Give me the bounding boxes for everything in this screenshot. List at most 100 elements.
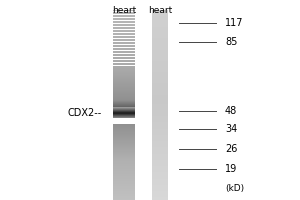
Bar	[152, 133, 168, 134]
Bar	[112, 42, 135, 43]
Bar	[152, 62, 168, 63]
Bar	[152, 135, 168, 136]
Bar	[112, 17, 135, 18]
Bar	[152, 47, 168, 48]
Bar	[152, 124, 168, 125]
Bar	[152, 142, 168, 143]
Bar	[112, 165, 135, 166]
Bar	[112, 167, 135, 168]
Bar	[152, 95, 168, 96]
Bar	[152, 186, 168, 187]
Bar	[152, 29, 168, 30]
Text: heart: heart	[112, 6, 136, 15]
Bar	[152, 148, 168, 149]
Bar	[152, 185, 168, 186]
Bar	[112, 176, 135, 177]
Bar	[152, 56, 168, 57]
Bar	[152, 48, 168, 49]
Bar	[152, 66, 168, 67]
Bar	[152, 72, 168, 73]
Bar	[152, 86, 168, 87]
Bar	[152, 10, 168, 11]
Bar	[112, 66, 135, 67]
Bar	[152, 153, 168, 154]
Bar	[112, 194, 135, 195]
Bar	[152, 123, 168, 124]
Bar	[152, 162, 168, 163]
Bar	[112, 28, 135, 29]
Bar	[112, 29, 135, 30]
Bar	[152, 182, 168, 183]
Bar	[152, 189, 168, 190]
Bar	[152, 172, 168, 173]
Bar	[152, 199, 168, 200]
Bar	[112, 23, 135, 24]
Bar	[152, 111, 168, 112]
Bar	[112, 24, 135, 25]
Bar	[152, 27, 168, 28]
Bar	[152, 16, 168, 17]
Bar	[112, 51, 135, 52]
Bar	[112, 169, 135, 170]
Bar	[152, 70, 168, 71]
Bar	[112, 10, 135, 11]
Bar	[152, 149, 168, 150]
Text: (kD): (kD)	[225, 184, 244, 194]
Bar	[112, 50, 135, 51]
Bar	[152, 102, 168, 103]
Bar	[152, 178, 168, 179]
Bar	[112, 30, 135, 31]
Bar	[112, 39, 135, 40]
Bar	[152, 198, 168, 199]
Bar	[152, 130, 168, 131]
Bar	[152, 58, 168, 59]
Bar	[152, 87, 168, 88]
Bar	[152, 127, 168, 128]
Bar	[152, 44, 168, 45]
Bar	[152, 179, 168, 180]
Bar	[152, 19, 168, 20]
Bar	[152, 181, 168, 182]
Bar	[112, 69, 135, 70]
Bar	[152, 126, 168, 127]
Bar	[152, 175, 168, 176]
Bar	[152, 163, 168, 164]
Bar	[152, 121, 168, 122]
Text: 26: 26	[225, 144, 237, 154]
Bar	[112, 13, 135, 14]
Bar	[152, 155, 168, 156]
Bar	[152, 146, 168, 147]
Bar	[152, 173, 168, 174]
Bar	[112, 177, 135, 178]
Bar	[152, 167, 168, 168]
Bar	[112, 26, 135, 27]
Bar	[152, 30, 168, 31]
Bar	[152, 122, 168, 123]
Bar	[152, 33, 168, 34]
Bar	[112, 31, 135, 32]
Bar	[152, 57, 168, 58]
Bar	[152, 134, 168, 135]
Bar	[152, 34, 168, 35]
Bar	[112, 36, 135, 37]
Bar	[112, 25, 135, 26]
Text: 117: 117	[225, 18, 244, 28]
Bar	[112, 38, 135, 39]
Bar	[152, 28, 168, 29]
Text: 34: 34	[225, 124, 237, 134]
Bar	[152, 90, 168, 91]
Bar	[112, 37, 135, 38]
Bar	[152, 144, 168, 145]
Bar	[152, 196, 168, 197]
Bar	[152, 140, 168, 141]
Bar	[152, 171, 168, 172]
Bar	[152, 43, 168, 44]
Bar	[152, 51, 168, 52]
Text: heart: heart	[148, 6, 172, 15]
Bar	[152, 105, 168, 106]
Bar	[152, 141, 168, 142]
Bar	[152, 191, 168, 192]
Bar	[152, 159, 168, 160]
Bar	[112, 180, 135, 181]
Bar	[152, 137, 168, 138]
